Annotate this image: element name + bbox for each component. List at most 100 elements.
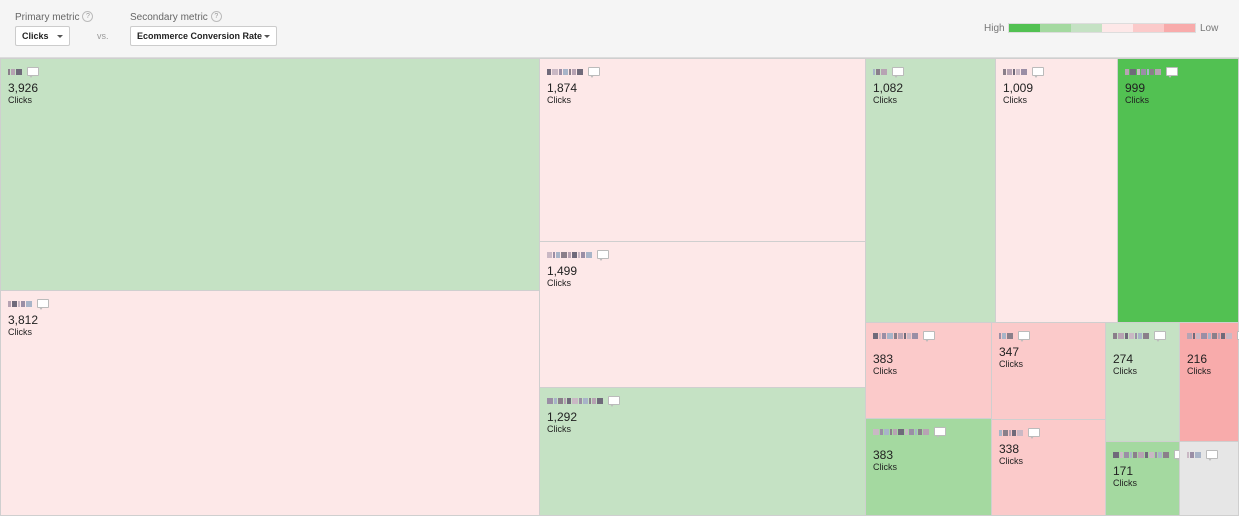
comment-icon[interactable] (588, 67, 600, 78)
primary-metric-label: Primary metric? (15, 11, 94, 23)
comment-icon[interactable] (1237, 331, 1239, 340)
vs-label: vs. (97, 31, 109, 41)
redacted-label-icon (873, 427, 946, 438)
cell-value: 216 (1187, 352, 1208, 366)
legend-swatch (1133, 24, 1164, 32)
cell-metric-label: Clicks (8, 327, 32, 337)
treemap-cell[interactable]: 1,292 Clicks (539, 387, 866, 516)
secondary-metric-value: Ecommerce Conversion Rate (137, 31, 263, 41)
cell-value: 171 (1113, 464, 1134, 478)
comment-icon[interactable] (934, 427, 946, 438)
legend-swatch (1040, 24, 1071, 32)
chevron-down-icon (264, 35, 270, 38)
comment-icon[interactable] (923, 331, 935, 342)
cell-metric-label: Clicks (1187, 366, 1211, 376)
treemap-cell[interactable]: 3,926 Clicks (0, 58, 540, 291)
redacted-label-icon (873, 67, 904, 78)
treemap-cell[interactable]: 1,009 Clicks (995, 58, 1118, 323)
cell-value: 1,874 (547, 81, 578, 95)
secondary-metric-dropdown[interactable]: Ecommerce Conversion Rate (130, 26, 277, 46)
treemap-cell[interactable]: 3,812 Clicks (0, 290, 540, 516)
redacted-label-icon (547, 396, 620, 407)
treemap-toolbar: Primary metric? Clicks vs. Secondary met… (0, 0, 1239, 58)
cell-metric-label: Clicks (547, 424, 571, 434)
cell-metric-label: Clicks (999, 359, 1023, 369)
legend-swatch (1164, 24, 1195, 32)
treemap-cell[interactable]: 1,082 Clicks (865, 58, 996, 323)
legend-low-label: Low (1200, 23, 1219, 34)
cell-value: 1,082 (873, 81, 904, 95)
cell-value: 1,009 (1003, 81, 1034, 95)
treemap-cell[interactable]: 383 Clicks (865, 322, 992, 419)
comment-icon[interactable] (27, 67, 39, 78)
secondary-metric-label: Secondary metric? (130, 11, 222, 23)
treemap-cell[interactable]: 347 Clicks (991, 322, 1106, 420)
redacted-label-icon (8, 67, 39, 78)
primary-metric-value: Clicks (22, 31, 49, 41)
comment-icon[interactable] (597, 250, 609, 261)
redacted-label-icon (1113, 450, 1186, 461)
redacted-label-icon (999, 331, 1030, 342)
comment-icon[interactable] (1032, 67, 1044, 78)
legend-swatch (1102, 24, 1133, 32)
redacted-label-icon (873, 331, 935, 342)
legend-high-label: High (984, 23, 1005, 34)
primary-metric-dropdown[interactable]: Clicks (15, 26, 70, 46)
chevron-down-icon (57, 35, 63, 38)
cell-metric-label: Clicks (1003, 95, 1027, 105)
redacted-label-icon (1003, 67, 1044, 78)
treemap-cell[interactable] (1179, 441, 1239, 516)
cell-value: 274 (1113, 352, 1134, 366)
cell-metric-label: Clicks (873, 366, 897, 376)
cell-metric-label: Clicks (547, 95, 571, 105)
comment-icon[interactable] (1206, 450, 1218, 461)
cell-metric-label: Clicks (1113, 478, 1137, 488)
cell-value: 347 (999, 345, 1020, 359)
treemap-cell[interactable]: 1,499 Clicks (539, 241, 866, 388)
treemap-cell[interactable]: 171 Clicks (1105, 441, 1186, 516)
cell-value: 3,926 (8, 81, 39, 95)
cell-value: 383 (873, 352, 894, 366)
help-icon[interactable]: ? (210, 11, 222, 22)
treemap-cell[interactable]: 338 Clicks (991, 419, 1106, 516)
cell-metric-label: Clicks (547, 278, 571, 288)
redacted-label-icon (1187, 450, 1218, 461)
redacted-label-icon (1187, 331, 1239, 340)
redacted-label-icon (999, 428, 1040, 439)
legend-swatch (1071, 24, 1102, 32)
treemap-cell[interactable]: 383 Clicks (865, 418, 992, 516)
treemap-cell[interactable]: 274 Clicks (1105, 322, 1180, 442)
comment-icon[interactable] (1166, 67, 1178, 78)
redacted-label-icon (8, 299, 49, 310)
treemap-cell[interactable]: 1,874 Clicks (539, 58, 866, 242)
cell-value: 1,292 (547, 410, 578, 424)
comment-icon[interactable] (608, 396, 620, 407)
comment-icon[interactable] (1018, 331, 1030, 342)
treemap-cell[interactable]: 999 Clicks (1117, 58, 1239, 323)
color-legend-bar (1008, 23, 1196, 33)
redacted-label-icon (1125, 67, 1178, 78)
treemap-cell[interactable]: 216 Clicks (1179, 322, 1239, 442)
cell-value: 383 (873, 448, 894, 462)
cell-value: 999 (1125, 81, 1146, 95)
cell-value: 1,499 (547, 264, 578, 278)
cell-value: 3,812 (8, 313, 39, 327)
comment-icon[interactable] (892, 67, 904, 78)
treemap: 3,926 Clicks 3,812 Clicks 1,874 Clicks 1,49… (0, 58, 1239, 516)
primary-metric-label-text: Primary metric (15, 12, 80, 23)
cell-metric-label: Clicks (873, 95, 897, 105)
help-icon[interactable]: ? (82, 11, 94, 22)
redacted-label-icon (547, 250, 609, 261)
redacted-label-icon (1113, 331, 1166, 342)
comment-icon[interactable] (1028, 428, 1040, 439)
cell-value: 338 (999, 442, 1020, 456)
secondary-metric-label-text: Secondary metric (130, 12, 208, 23)
redacted-label-icon (547, 67, 600, 78)
legend-swatch (1009, 24, 1040, 32)
cell-metric-label: Clicks (873, 462, 897, 472)
comment-icon[interactable] (1154, 331, 1166, 342)
comment-icon[interactable] (37, 299, 49, 310)
cell-metric-label: Clicks (8, 95, 32, 105)
cell-metric-label: Clicks (1113, 366, 1137, 376)
cell-metric-label: Clicks (999, 456, 1023, 466)
